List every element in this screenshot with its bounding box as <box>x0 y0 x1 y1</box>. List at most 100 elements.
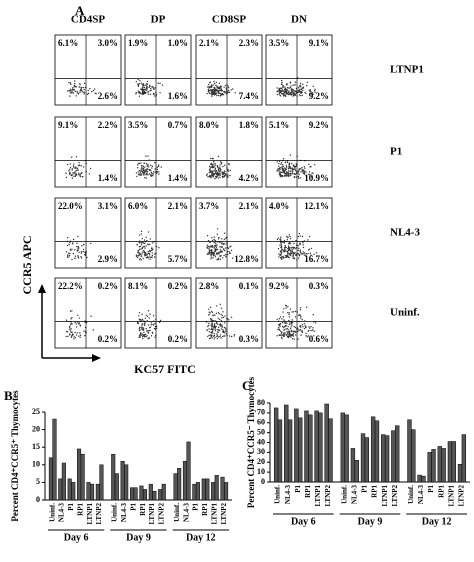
event-dot <box>153 92 155 95</box>
event-dot <box>219 335 221 338</box>
event-dot <box>76 245 78 248</box>
event-dot <box>230 316 233 318</box>
event-dot <box>293 242 295 245</box>
x-tick-label: Uninf. <box>274 485 282 504</box>
quadrant-percent: 2.6% <box>98 91 118 101</box>
event-dot <box>69 163 72 165</box>
event-dot <box>215 322 218 325</box>
bar <box>304 410 309 483</box>
event-dot <box>292 257 294 260</box>
event-dot <box>147 252 150 254</box>
event-dot <box>149 258 151 260</box>
event-dot <box>95 92 97 95</box>
event-dot <box>287 255 289 258</box>
event-dot <box>289 174 292 177</box>
event-dot <box>315 252 318 254</box>
event-dot <box>73 173 75 175</box>
x-tick-label: Uninf. <box>48 503 56 522</box>
event-dot <box>216 174 218 176</box>
event-dot <box>153 171 155 173</box>
event-dot <box>224 164 226 166</box>
event-dot <box>140 327 143 329</box>
event-dot <box>152 86 154 88</box>
event-dot <box>73 336 75 338</box>
quadrant-percent: 8.1% <box>128 281 148 291</box>
event-dot <box>145 174 147 176</box>
event-dot <box>208 169 211 171</box>
event-dot <box>297 172 299 174</box>
event-dot <box>225 254 227 256</box>
event-dot <box>219 167 221 170</box>
event-dot <box>307 335 310 337</box>
event-dot <box>293 165 295 167</box>
event-dot <box>209 318 212 320</box>
bar <box>284 404 289 483</box>
event-dot <box>81 90 84 92</box>
event-dot <box>137 162 140 165</box>
quadrant-percent: 9.2% <box>309 120 329 130</box>
event-dot <box>142 250 145 252</box>
event-dot <box>291 91 294 93</box>
event-dot <box>279 325 281 328</box>
event-dot <box>280 236 282 238</box>
event-dot <box>219 95 222 97</box>
y-tick-label: 25 <box>32 407 40 416</box>
event-dot <box>146 168 148 170</box>
event-dot <box>141 251 144 253</box>
event-dot <box>209 241 211 243</box>
event-dot <box>149 326 152 328</box>
bar <box>340 412 345 483</box>
event-dot <box>146 165 148 167</box>
event-dot <box>278 317 281 320</box>
x-tick-label: NL4-3 <box>350 485 358 505</box>
event-dot <box>299 249 302 251</box>
event-dot <box>87 92 90 95</box>
event-dot <box>141 333 144 335</box>
event-dot <box>213 163 215 165</box>
event-dot <box>291 162 293 165</box>
event-dot <box>220 328 223 330</box>
event-dot <box>142 169 145 172</box>
event-dot <box>218 253 220 255</box>
event-dot <box>207 335 209 338</box>
event-dot <box>288 329 290 331</box>
event-dot <box>156 168 159 171</box>
event-dot <box>88 173 91 175</box>
bar <box>381 434 386 483</box>
event-dot <box>208 85 210 88</box>
quadrant-percent: 22.0% <box>58 201 83 211</box>
event-dot <box>214 239 216 242</box>
event-dot <box>217 155 220 158</box>
event-dot <box>299 242 301 244</box>
event-dot <box>71 310 73 312</box>
event-dot <box>208 92 211 94</box>
event-dot <box>149 313 151 315</box>
quadrant-percent: 22.2% <box>58 281 83 291</box>
quadrant-percent: 4.0% <box>269 201 289 211</box>
event-dot <box>145 236 147 238</box>
event-dot <box>207 83 210 86</box>
event-dot <box>285 173 288 175</box>
event-dot <box>217 326 220 329</box>
column-header: DP <box>151 14 166 26</box>
event-dot <box>212 165 215 168</box>
event-dot <box>291 311 293 313</box>
bar <box>344 414 349 483</box>
event-dot <box>79 334 82 336</box>
event-dot <box>143 174 145 176</box>
event-dot <box>285 250 287 253</box>
x-tick-label: P1 <box>192 503 200 511</box>
quadrant-percent: 1.4% <box>98 173 118 183</box>
event-dot <box>218 88 221 90</box>
event-dot <box>141 89 144 92</box>
event-dot <box>220 162 223 164</box>
event-dot <box>73 85 76 88</box>
event-dot <box>65 176 68 179</box>
event-dot <box>71 169 73 171</box>
event-dot <box>284 244 286 247</box>
event-dot <box>141 328 143 331</box>
bar <box>224 482 229 501</box>
event-dot <box>278 253 280 255</box>
event-dot <box>77 246 80 248</box>
event-dot <box>310 92 312 95</box>
